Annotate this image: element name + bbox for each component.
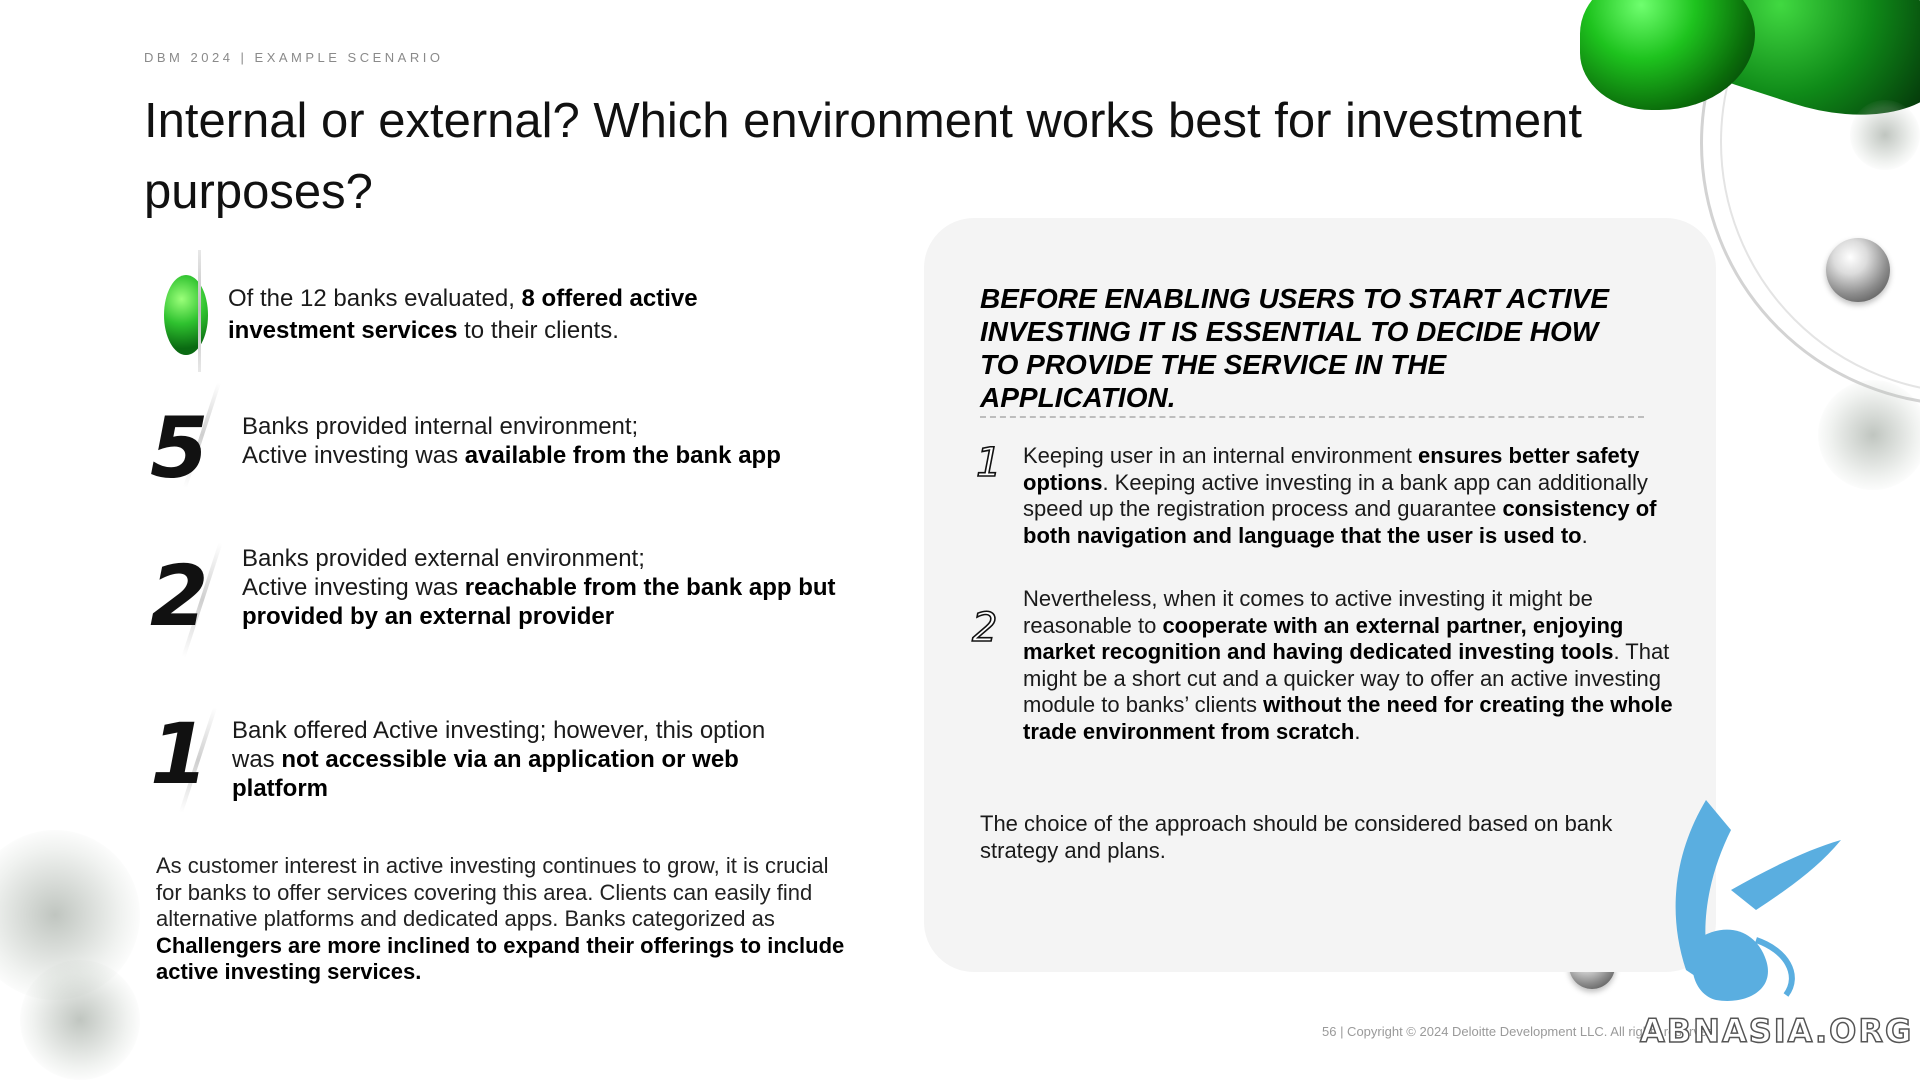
stat-description: Banks provided external environment; Act…	[242, 545, 836, 630]
point-number: 2	[971, 604, 998, 652]
panel-heading: BEFORE ENABLING USERS TO START ACTIVE IN…	[980, 283, 1610, 413]
divider	[198, 250, 201, 372]
panel-point: Keeping user in an internal environment …	[1023, 443, 1657, 548]
closing-paragraph: As customer interest in active investing…	[156, 853, 845, 984]
decorative-speckle	[1818, 380, 1920, 490]
stat-number: 1	[150, 705, 209, 803]
stat-number: 2	[150, 547, 209, 645]
dashed-divider	[980, 416, 1644, 418]
point-number: 1	[975, 439, 1002, 487]
info-panel	[924, 218, 1716, 972]
watermark-text: ABNASIA.ORG	[1639, 1011, 1914, 1051]
griffin-logo-icon	[1675, 800, 1841, 1001]
panel-point: Nevertheless, when it comes to active in…	[1023, 586, 1673, 744]
panel-note: The choice of the approach should be con…	[980, 811, 1613, 863]
stat-description: Banks provided internal environment; Act…	[242, 413, 781, 469]
footer-copyright: 56 | Copyright © 2024 Deloitte Developme…	[1322, 1024, 1718, 1039]
stat-description: Bank offered Active investing; however, …	[232, 717, 766, 802]
decorative-speckle	[1850, 100, 1920, 170]
eyebrow-label: DBM 2024 | EXAMPLE SCENARIO	[144, 50, 444, 65]
stat-number: 5	[150, 399, 209, 497]
decorative-speckle	[20, 960, 140, 1080]
lead-stat-text: Of the 12 banks evaluated, 8 offered act…	[228, 285, 698, 344]
page-title: Internal or external? Which environment …	[144, 94, 1582, 219]
green-sphere-icon	[164, 275, 208, 355]
decorative-silver-ball	[1826, 238, 1890, 302]
